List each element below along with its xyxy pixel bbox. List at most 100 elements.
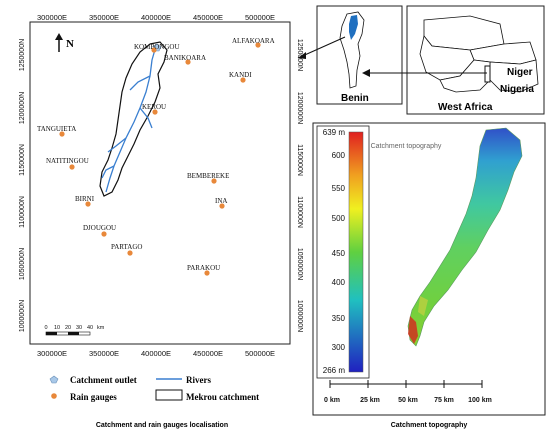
top-tick-2: 400000E <box>141 13 171 22</box>
topography-map <box>407 127 523 347</box>
cbar-tick-3: 500 <box>332 214 346 223</box>
label-partago: PARTAGO <box>111 243 142 251</box>
west-africa-countries <box>419 15 539 93</box>
gauge-ina <box>219 203 225 209</box>
gauge-tanguieta <box>59 131 65 137</box>
left-scale-bar: 0 10 20 30 40 km <box>44 325 105 336</box>
cbar-tick-7: 300 <box>332 343 346 352</box>
label-tanguieta: TANGUIETA <box>37 125 76 133</box>
niger-label: Niger <box>507 67 533 78</box>
topo-caption-inside: Catchment topography <box>371 143 442 150</box>
river-branch-1 <box>129 75 151 91</box>
label-kompongou: KOMPONGOU <box>134 43 180 51</box>
mekrou-catchment-outline <box>99 41 168 197</box>
left-tick-2: 1150000N <box>19 144 26 176</box>
topography-mid-ridge <box>418 296 428 316</box>
topography-high-ridge <box>408 316 418 344</box>
scale-label-4: 40 <box>87 325 93 331</box>
left-caption: Catchment and rain gauges localisation <box>96 422 228 429</box>
benin-highlight <box>484 65 491 83</box>
benin-label: Benin <box>341 93 369 104</box>
label-bembereke: BEMBEREKE <box>187 172 229 180</box>
legend-catchment-label: Mekrou catchment <box>186 392 259 402</box>
label-kandi: KANDI <box>229 71 252 79</box>
north-arrow: N <box>55 33 74 52</box>
benin-catchment-fill <box>349 15 358 40</box>
colorbar-ticks: 639 m 600 550 500 450 400 350 300 266 m <box>323 128 346 375</box>
bottom-tick-3: 450000E <box>193 349 223 358</box>
right-tick-3: 1100000N <box>296 196 303 228</box>
topo-caption: Catchment topography <box>391 422 468 429</box>
top-tick-1: 350000E <box>89 13 119 22</box>
cbar-tick-6: 350 <box>332 314 346 323</box>
right-tick-labels: 1250000N 1200000N 1150000N 1100000N 1050… <box>296 39 303 332</box>
top-tick-labels: 300000E 350000E 400000E 450000E 500000E <box>37 13 275 22</box>
right-tick-0: 1250000N <box>296 39 303 71</box>
river-branch-3 <box>107 137 127 153</box>
gauge-bembereke <box>211 178 217 184</box>
arrow-to-benin-head <box>298 52 306 59</box>
gauge-partago <box>127 250 133 256</box>
label-parakou: PARAKOU <box>187 264 220 272</box>
label-kerou: KEROU <box>142 103 166 111</box>
left-tick-4: 1050000N <box>19 248 26 280</box>
bottom-tick-labels: 300000E 350000E 400000E 450000E 500000E <box>37 349 275 358</box>
legend-outlet-icon <box>49 375 59 384</box>
west-africa-label: West Africa <box>438 102 493 113</box>
cbar-tick-2: 550 <box>332 184 346 193</box>
gauge-banikoara <box>185 59 191 65</box>
north-arrow-icon <box>55 33 63 40</box>
right-tick-5: 1000000N <box>296 300 303 332</box>
scale-label-5: km <box>97 325 105 331</box>
cbar-tick-0: 639 m <box>323 128 346 137</box>
cbar-tick-1: 600 <box>332 151 346 160</box>
river-main <box>105 45 157 193</box>
legend-gauge-icon <box>51 393 57 399</box>
label-djougou: DJOUGOU <box>83 224 116 232</box>
river-branch-4 <box>101 165 115 179</box>
place-labels: KOMPONGOU BANIKOARA ALFAKOARA KANDI KERO… <box>37 37 275 272</box>
gauge-parakou <box>204 270 210 276</box>
label-natitingou: NATITINGOU <box>46 157 89 165</box>
country-nigeria <box>489 59 539 93</box>
top-tick-0: 300000E <box>37 13 67 22</box>
scale-label-0: 0 <box>44 325 47 331</box>
gauge-djougou <box>101 231 107 237</box>
label-birni: BIRNI <box>75 195 95 203</box>
topo-scale-1: 25 km <box>360 397 380 404</box>
legend-gauges-label: Rain gauges <box>70 392 117 402</box>
cbar-tick-8: 266 m <box>323 366 346 375</box>
left-tick-0: 1250000N <box>19 39 26 71</box>
gauge-kompongou <box>151 47 157 53</box>
topo-scale-2: 50 km <box>398 397 418 404</box>
bottom-tick-4: 500000E <box>245 349 275 358</box>
top-tick-4: 500000E <box>245 13 275 22</box>
bottom-tick-0: 300000E <box>37 349 67 358</box>
left-tick-3: 1100000N <box>19 196 26 228</box>
gauge-natitingou <box>69 164 75 170</box>
label-alfakoara: ALFAKOARA <box>232 37 275 45</box>
benin-outline <box>339 11 365 89</box>
legend-catchment-icon <box>155 389 183 401</box>
legend-outlet-label: Catchment outlet <box>70 375 137 385</box>
topo-scale-3: 75 km <box>434 397 454 404</box>
label-ina: INA <box>215 197 227 205</box>
top-tick-3: 450000E <box>193 13 223 22</box>
scale-label-1: 10 <box>54 325 60 331</box>
left-tick-5: 1000000N <box>19 300 26 332</box>
topo-scale-0: 0 km <box>324 397 340 404</box>
topo-scale-4: 100 km <box>468 397 492 404</box>
gauge-kandi <box>240 77 246 83</box>
topo-scale-bar: 0 km 25 km 50 km 75 km 100 km <box>324 380 492 404</box>
legend: Catchment outlet Rivers Rain gauges Mekr… <box>49 375 259 402</box>
label-banikoara: BANIKOARA <box>164 54 206 62</box>
scale-label-2: 20 <box>65 325 71 331</box>
gauge-alfakoara <box>255 42 261 48</box>
left-tick-1: 1200000N <box>19 92 26 124</box>
gauge-kerou <box>152 109 158 115</box>
bottom-tick-2: 400000E <box>141 349 171 358</box>
legend-rivers-label: Rivers <box>186 375 211 385</box>
gauge-birni <box>85 201 91 207</box>
cbar-tick-4: 450 <box>332 249 346 258</box>
right-tick-4: 1050000N <box>296 248 303 280</box>
